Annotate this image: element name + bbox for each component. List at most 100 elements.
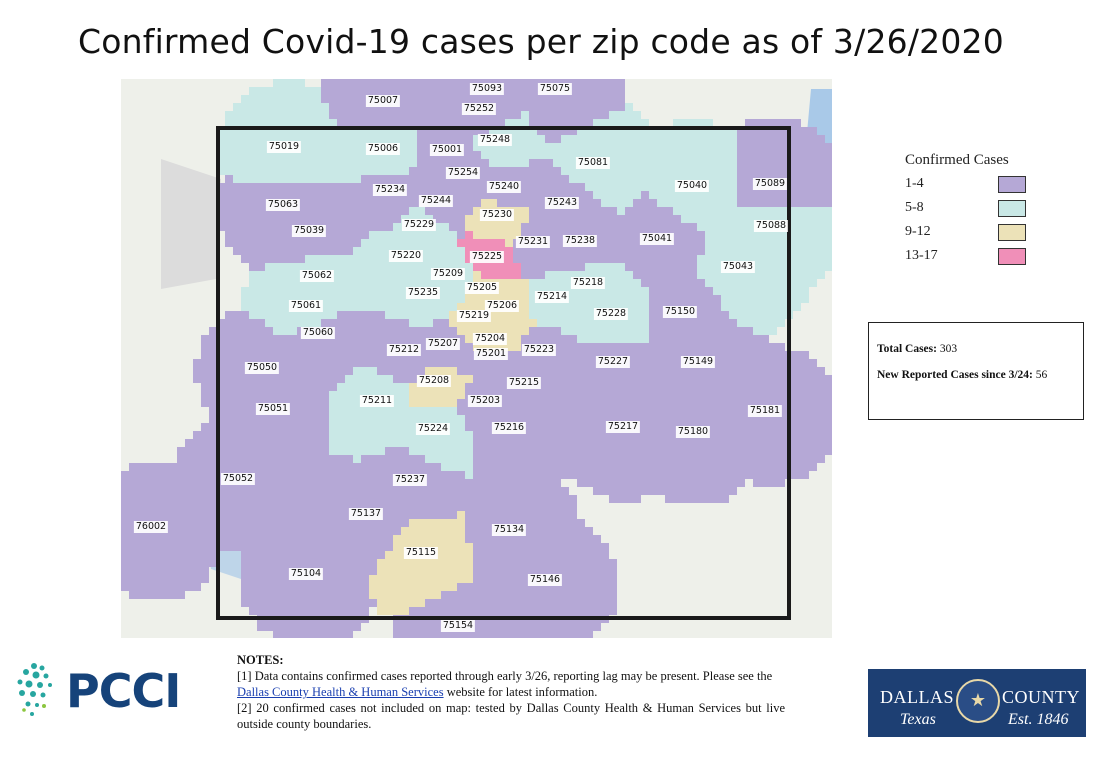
zip-region-cell bbox=[409, 87, 417, 95]
zip-region-cell bbox=[633, 255, 641, 263]
zip-region-cell bbox=[817, 255, 825, 263]
zip-region-cell bbox=[513, 439, 521, 447]
zip-region-cell bbox=[273, 287, 281, 295]
zip-region-cell bbox=[441, 463, 449, 471]
zip-region-cell bbox=[465, 255, 473, 263]
zip-region-cell bbox=[753, 375, 761, 383]
zip-region-cell bbox=[361, 567, 369, 575]
case-stats-box: Total Cases: 303 New Reported Cases sinc… bbox=[868, 322, 1084, 420]
zip-region-cell bbox=[409, 583, 417, 591]
zip-region-cell bbox=[193, 359, 201, 367]
zip-region-cell bbox=[409, 631, 417, 638]
zip-region-cell bbox=[361, 367, 369, 375]
zip-region-cell bbox=[313, 351, 321, 359]
zip-region-cell bbox=[793, 231, 801, 239]
zip-region-cell bbox=[521, 159, 529, 167]
zip-region-cell bbox=[745, 183, 753, 191]
zip-region-cell bbox=[409, 151, 417, 159]
zip-region-cell bbox=[513, 455, 521, 463]
zip-region-cell bbox=[305, 367, 313, 375]
zip-region-cell bbox=[409, 591, 417, 599]
zip-region-cell bbox=[769, 399, 777, 407]
pcci-logo: PCCI bbox=[14, 660, 204, 726]
zip-region-cell bbox=[553, 543, 561, 551]
zip-region-cell bbox=[329, 103, 337, 111]
zip-region-cell bbox=[185, 519, 193, 527]
zip-region-cell bbox=[753, 143, 761, 151]
zip-region-cell bbox=[425, 79, 433, 87]
zip-region-cell bbox=[697, 127, 705, 135]
zip-region-cell bbox=[337, 239, 345, 247]
zip-region-cell bbox=[345, 263, 353, 271]
zip-region-cell bbox=[209, 527, 217, 535]
zip-region-cell bbox=[769, 455, 777, 463]
zip-region-cell bbox=[321, 439, 329, 447]
zip-region-cell bbox=[425, 231, 433, 239]
zip-region-cell bbox=[657, 295, 665, 303]
zip-region-cell bbox=[377, 111, 385, 119]
zip-region-cell bbox=[329, 631, 337, 638]
zip-region-cell bbox=[521, 223, 529, 231]
zip-region-cell bbox=[561, 383, 569, 391]
zip-region-cell bbox=[569, 159, 577, 167]
zip-region-cell bbox=[777, 287, 785, 295]
zip-region-cell bbox=[801, 367, 809, 375]
zip-region-cell bbox=[641, 319, 649, 327]
zip-region-cell bbox=[217, 199, 225, 207]
zip-region-cell bbox=[385, 439, 393, 447]
zip-region-cell bbox=[433, 495, 441, 503]
zip-region-cell bbox=[473, 527, 481, 535]
zip-region-cell bbox=[561, 495, 569, 503]
zip-region-cell bbox=[745, 199, 753, 207]
zip-region-cell bbox=[681, 231, 689, 239]
zip-region-cell bbox=[353, 543, 361, 551]
zip-region-cell bbox=[265, 223, 273, 231]
dchhs-link[interactable]: Dallas County Health & Human Services bbox=[237, 685, 444, 699]
zip-region-cell bbox=[753, 447, 761, 455]
zip-region-cell bbox=[481, 223, 489, 231]
zip-region-cell bbox=[265, 575, 273, 583]
zip-region-cell bbox=[705, 215, 713, 223]
zip-region-cell bbox=[281, 79, 289, 87]
zip-region-cell bbox=[713, 223, 721, 231]
zip-region-cell bbox=[353, 159, 361, 167]
zip-region-cell bbox=[633, 351, 641, 359]
zip-region-cell bbox=[737, 279, 745, 287]
zip-region-cell bbox=[753, 471, 761, 479]
zip-region-cell bbox=[145, 575, 153, 583]
zip-region-cell bbox=[353, 191, 361, 199]
zip-region-cell bbox=[521, 295, 529, 303]
zip-region-cell bbox=[497, 471, 505, 479]
zip-region-cell bbox=[729, 455, 737, 463]
zip-region-cell bbox=[601, 567, 609, 575]
zip-region-cell bbox=[529, 223, 537, 231]
zip-region-cell bbox=[393, 295, 401, 303]
zip-region-cell bbox=[473, 231, 481, 239]
zip-region-cell bbox=[625, 167, 633, 175]
zip-region-cell bbox=[817, 199, 825, 207]
zip-region-cell bbox=[281, 327, 289, 335]
zip-region-cell bbox=[777, 119, 785, 127]
zip-region-cell bbox=[521, 103, 529, 111]
zip-region-cell bbox=[601, 183, 609, 191]
zip-region-cell bbox=[553, 207, 561, 215]
zip-region-cell bbox=[721, 295, 729, 303]
zip-region-cell bbox=[233, 391, 241, 399]
zip-region-cell bbox=[777, 239, 785, 247]
zip-region-cell bbox=[585, 471, 593, 479]
zip-region-cell bbox=[289, 447, 297, 455]
zip-region-cell bbox=[545, 623, 553, 631]
zip-region-cell bbox=[761, 247, 769, 255]
zip-region-cell bbox=[393, 503, 401, 511]
zip-region-cell bbox=[225, 111, 233, 119]
zip-region-cell bbox=[497, 503, 505, 511]
zip-region-cell bbox=[353, 391, 361, 399]
zip-region-cell bbox=[337, 631, 345, 638]
zip-region-cell bbox=[337, 455, 345, 463]
zip-region-cell bbox=[337, 191, 345, 199]
zip-region-cell bbox=[577, 135, 585, 143]
zip-region-cell bbox=[769, 247, 777, 255]
zip-region-cell bbox=[145, 511, 153, 519]
choropleth-map[interactable]: 75093 75075 75007 75252 75248 75019 75006 75001… bbox=[121, 79, 832, 638]
zip-region-cell bbox=[689, 319, 697, 327]
